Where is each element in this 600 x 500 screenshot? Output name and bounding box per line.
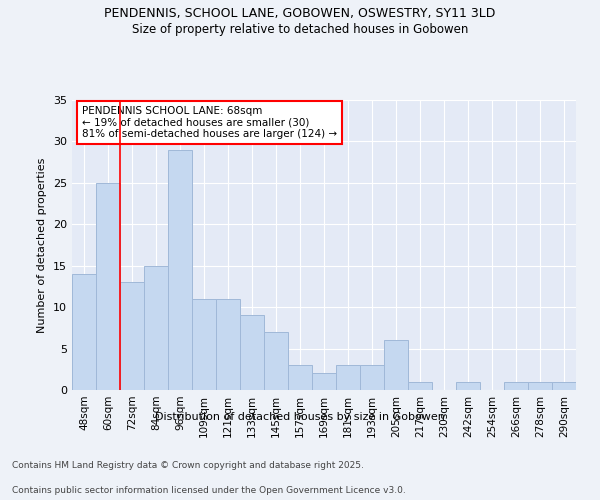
Bar bbox=[216, 299, 240, 390]
Bar bbox=[384, 340, 408, 390]
Bar bbox=[72, 274, 96, 390]
Bar bbox=[120, 282, 144, 390]
Bar bbox=[408, 382, 432, 390]
Text: Distribution of detached houses by size in Gobowen: Distribution of detached houses by size … bbox=[155, 412, 445, 422]
Bar bbox=[528, 382, 552, 390]
Bar bbox=[168, 150, 192, 390]
Bar bbox=[360, 365, 384, 390]
Text: Size of property relative to detached houses in Gobowen: Size of property relative to detached ho… bbox=[132, 22, 468, 36]
Y-axis label: Number of detached properties: Number of detached properties bbox=[37, 158, 47, 332]
Bar bbox=[240, 316, 264, 390]
Bar bbox=[312, 374, 336, 390]
Bar bbox=[192, 299, 216, 390]
Bar bbox=[552, 382, 576, 390]
Text: Contains public sector information licensed under the Open Government Licence v3: Contains public sector information licen… bbox=[12, 486, 406, 495]
Bar bbox=[336, 365, 360, 390]
Text: PENDENNIS, SCHOOL LANE, GOBOWEN, OSWESTRY, SY11 3LD: PENDENNIS, SCHOOL LANE, GOBOWEN, OSWESTR… bbox=[104, 8, 496, 20]
Bar bbox=[264, 332, 288, 390]
Bar bbox=[288, 365, 312, 390]
Text: PENDENNIS SCHOOL LANE: 68sqm
← 19% of detached houses are smaller (30)
81% of se: PENDENNIS SCHOOL LANE: 68sqm ← 19% of de… bbox=[82, 106, 337, 139]
Bar bbox=[504, 382, 528, 390]
Bar bbox=[456, 382, 480, 390]
Bar bbox=[144, 266, 168, 390]
Text: Contains HM Land Registry data © Crown copyright and database right 2025.: Contains HM Land Registry data © Crown c… bbox=[12, 461, 364, 470]
Bar bbox=[96, 183, 120, 390]
